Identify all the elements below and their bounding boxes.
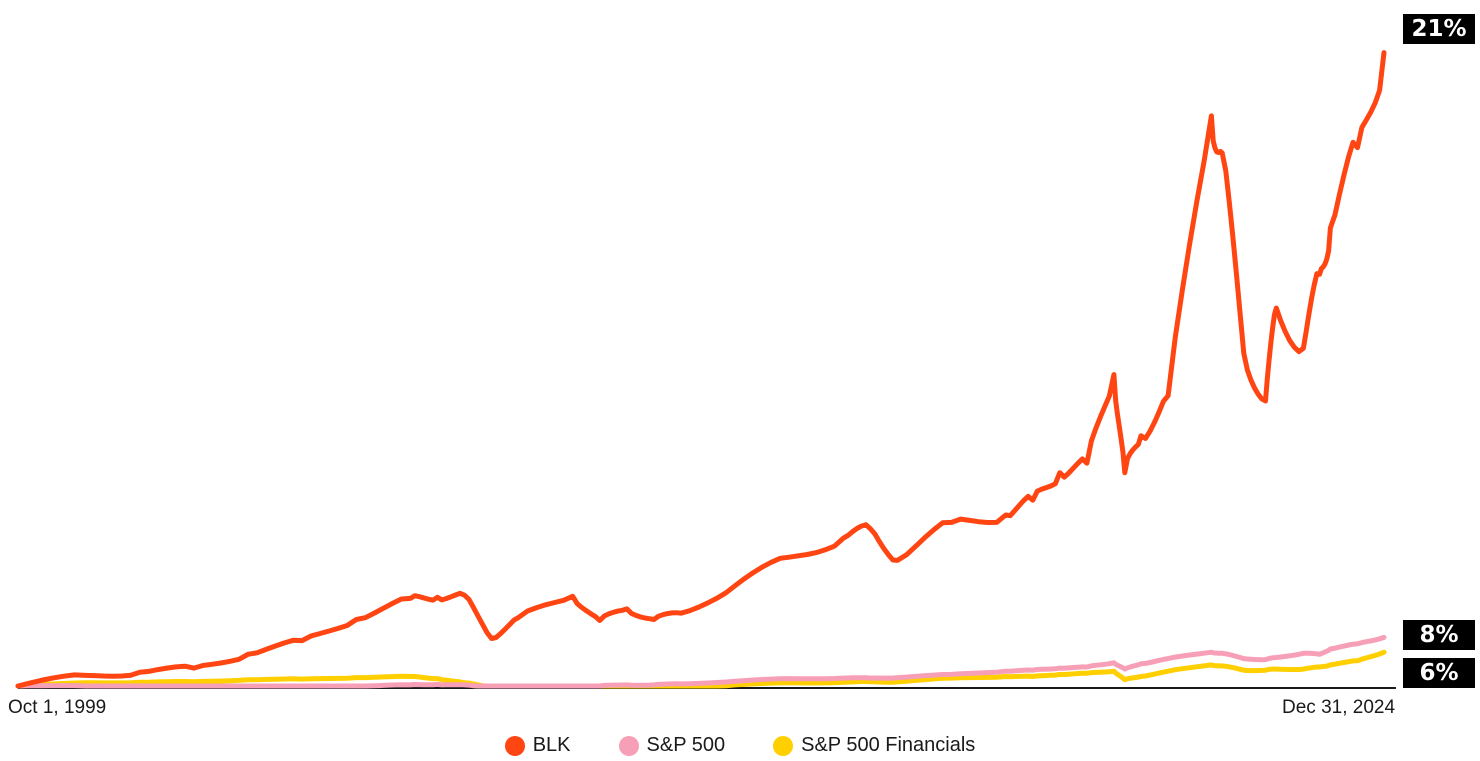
- blk-line: [15, 50, 1387, 689]
- sp500-dot-icon: [618, 735, 639, 756]
- sp500-financials-line: [15, 649, 1387, 689]
- sp500-line: [15, 634, 1387, 689]
- legend-item-blk[interactable]: BLK: [504, 734, 571, 757]
- blk-dot-icon: [504, 735, 525, 756]
- x-axis-end-label: Dec 31, 2024: [1282, 697, 1396, 718]
- financials-end-label: 6%: [1403, 658, 1475, 688]
- x-axis-start-label: Oct 1, 1999: [8, 697, 107, 718]
- blk-end-label: 21%: [1403, 14, 1475, 44]
- legend-label-financials: S&P 500 Financials: [801, 734, 976, 756]
- sp500-end-label: 8%: [1403, 620, 1475, 650]
- chart-legend: BLK S&P 500 S&P 500 Financials: [0, 734, 1480, 757]
- legend-label-sp500: S&P 500: [646, 734, 726, 756]
- legend-item-financials[interactable]: S&P 500 Financials: [773, 734, 975, 757]
- financials-dot-icon: [773, 735, 794, 756]
- legend-label-blk: BLK: [532, 734, 571, 756]
- legend-item-sp500[interactable]: S&P 500: [618, 734, 726, 757]
